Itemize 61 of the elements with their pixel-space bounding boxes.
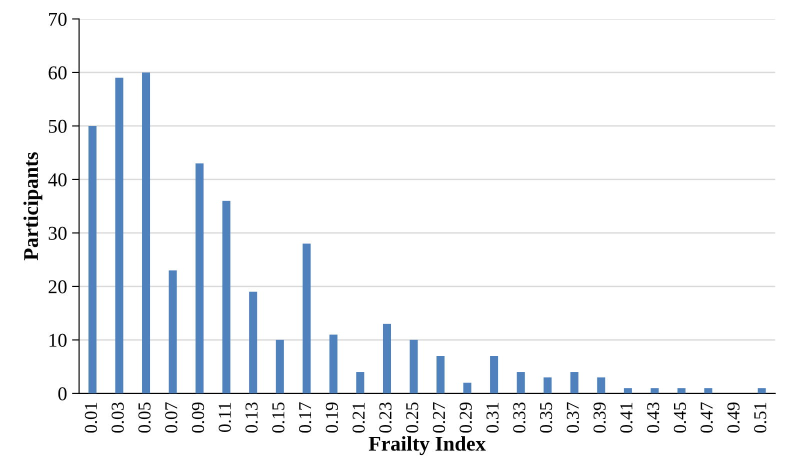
x-tick-label: 0.07: [165, 402, 178, 433]
bar: [410, 340, 418, 394]
x-tick-label: 0.35: [540, 402, 552, 433]
bar: [704, 388, 712, 394]
y-axis-title: Participants: [23, 152, 42, 260]
y-tick-label: 0: [58, 387, 67, 400]
x-tick-label: 0.47: [700, 402, 713, 433]
bar: [276, 340, 284, 394]
bar: [650, 388, 659, 394]
y-tick-label: 20: [48, 280, 67, 294]
x-tick-label: 0.29: [460, 402, 472, 433]
x-tick-label: 0.03: [112, 402, 124, 433]
x-tick-label: 0.51: [754, 402, 766, 433]
x-tick-label: 0.19: [326, 402, 338, 433]
y-tick-label: 30: [48, 226, 67, 240]
x-tick-label: 0.17: [299, 402, 312, 433]
x-tick-label: 0.05: [138, 402, 151, 433]
x-tick-label: 0.37: [566, 402, 579, 433]
y-tick-label: 60: [48, 66, 67, 80]
x-tick-label: 0.49: [727, 402, 740, 433]
x-tick-label: 0.31: [486, 402, 499, 433]
bar: [758, 388, 766, 394]
x-tick-label: 0.11: [218, 402, 231, 432]
bar: [436, 356, 445, 394]
bar: [115, 78, 124, 394]
y-tick-label: 10: [50, 334, 67, 347]
x-tick-label: 0.43: [647, 402, 660, 433]
x-tick-label: 0.27: [432, 402, 446, 433]
y-tick-label: 40: [48, 173, 67, 186]
x-tick-label: 0.13: [245, 402, 258, 433]
x-tick-label: 0.41: [620, 402, 633, 433]
bar: [196, 163, 204, 394]
x-tick-label: 0.33: [513, 402, 526, 433]
bar: [516, 372, 525, 394]
bar: [142, 72, 150, 394]
bar: [544, 377, 552, 394]
y-tick-label: 70: [49, 12, 67, 26]
bar: [88, 126, 96, 394]
bar: [490, 356, 498, 394]
bar: [249, 292, 258, 394]
bar: [168, 270, 177, 394]
bar: [624, 388, 632, 394]
x-tick-label: 0.39: [593, 402, 606, 433]
bar: [463, 382, 472, 394]
x-tick-label: 0.23: [379, 402, 392, 433]
bar: [570, 372, 578, 394]
y-tick-label: 50: [48, 120, 67, 133]
x-tick-label: 0.45: [674, 402, 686, 433]
bar: [382, 324, 391, 394]
x-tick-label: 0.09: [192, 402, 204, 433]
bar: [597, 377, 606, 394]
x-tick-label: 0.01: [84, 402, 98, 433]
x-tick-label: 0.15: [272, 402, 284, 433]
x-axis-title: Frailty Index: [368, 436, 486, 456]
bar: [302, 244, 311, 394]
bar: [677, 388, 686, 394]
bar: [356, 372, 364, 394]
bar: [329, 334, 338, 394]
x-tick-label: 0.21: [352, 402, 365, 433]
x-tick-label: 0.25: [406, 402, 418, 433]
bar: [222, 200, 230, 394]
